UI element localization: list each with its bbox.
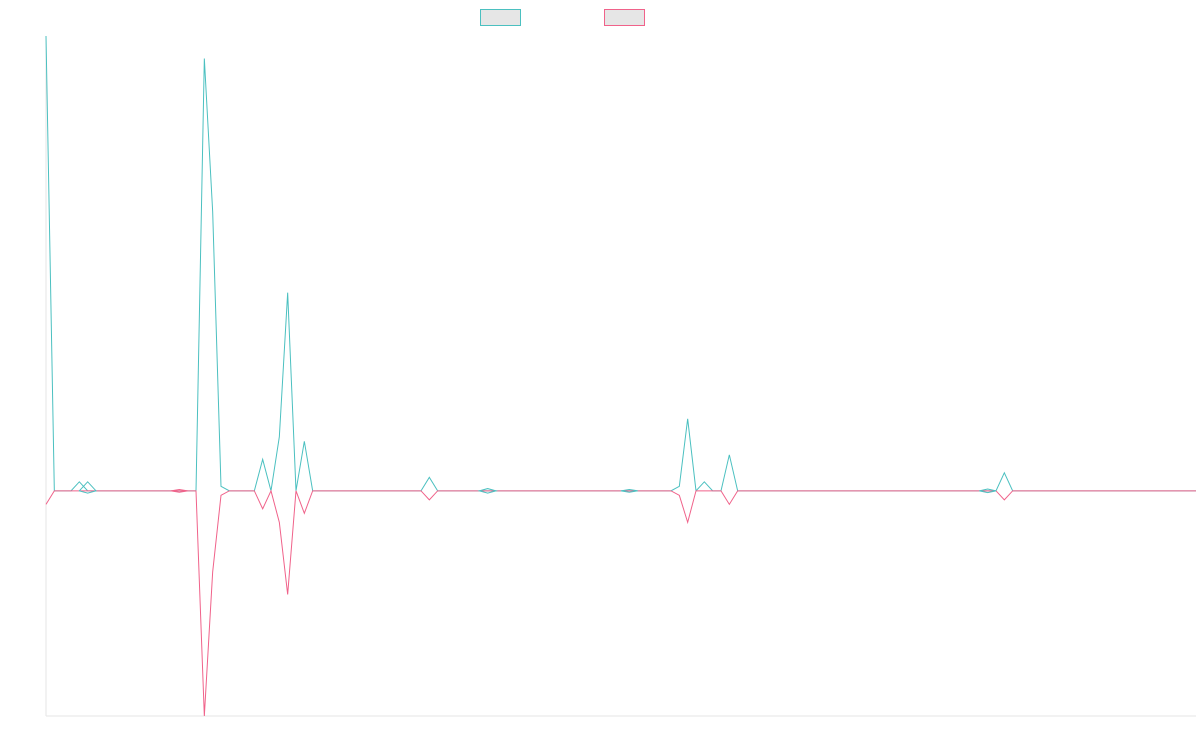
small-spike-marker-3 xyxy=(477,488,498,494)
legend xyxy=(480,9,645,26)
small-spike-marker-2 xyxy=(170,488,188,493)
legend-swatch-1 xyxy=(480,9,521,26)
small-spike-marker-1 xyxy=(78,481,97,494)
series-line-2 xyxy=(45,489,1196,717)
legend-swatch-2 xyxy=(604,9,645,26)
axes xyxy=(45,36,1196,717)
small-spike-marker-4 xyxy=(620,488,638,493)
small-spike-marker-5 xyxy=(979,488,997,494)
legend-entry-2 xyxy=(604,9,645,26)
legend-entry-1 xyxy=(480,9,521,26)
series-lines xyxy=(45,35,1196,717)
series-line-1 xyxy=(45,35,1196,492)
